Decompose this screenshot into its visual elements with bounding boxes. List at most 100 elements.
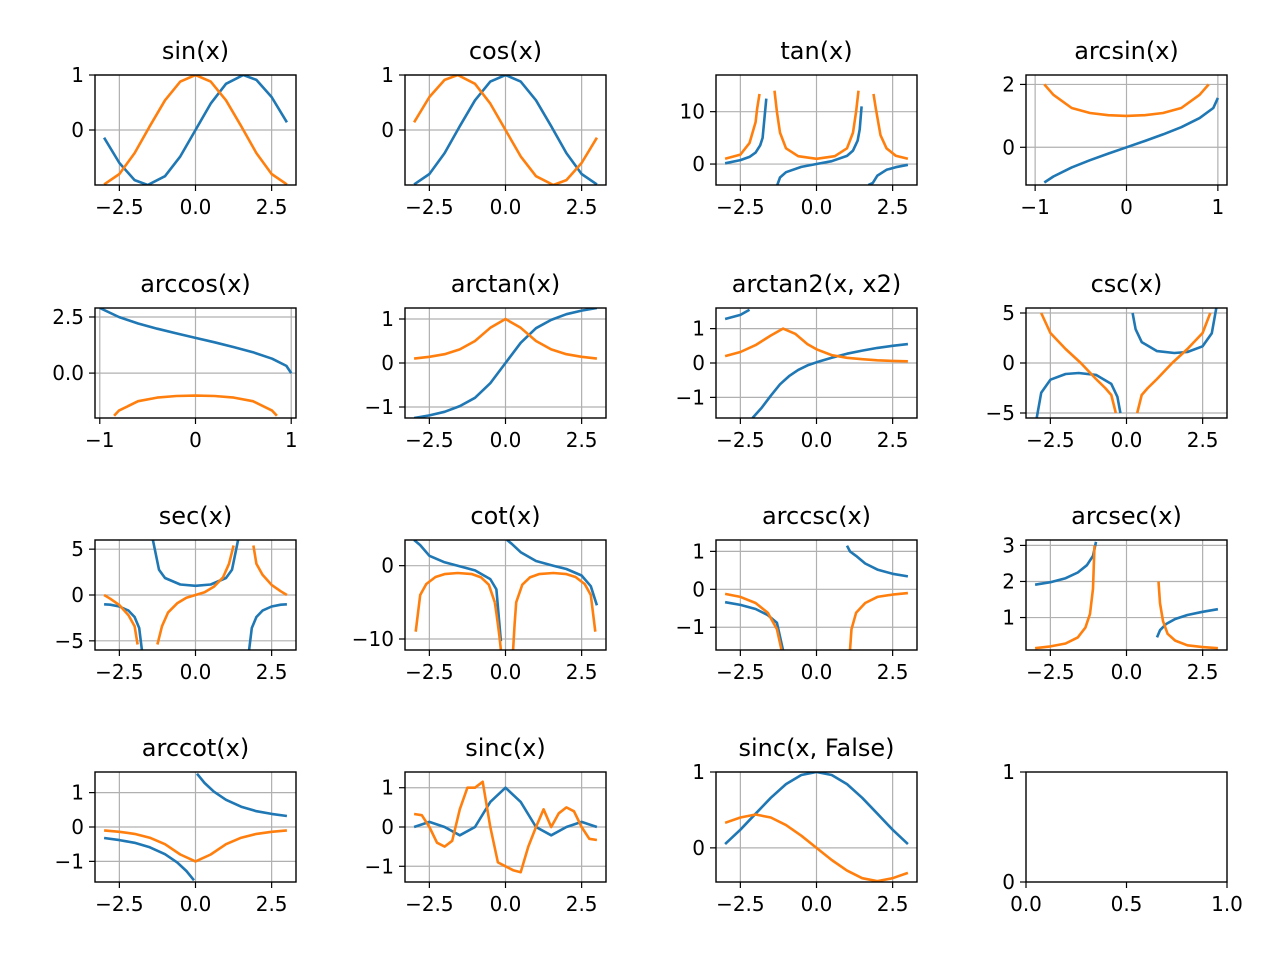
- y-tick-label: 0: [1002, 870, 1015, 894]
- y-tick-label: 5: [71, 537, 84, 561]
- series-line: [724, 308, 751, 321]
- subplot-title: sinc(x, False): [738, 734, 894, 762]
- series-line: [151, 540, 240, 588]
- series-line: [1034, 545, 1096, 650]
- x-tick-label: −2.5: [716, 195, 765, 219]
- y-tick-label: 0: [71, 118, 84, 142]
- y-tick-label: 1: [692, 760, 705, 784]
- x-tick-label: 2.5: [256, 195, 288, 219]
- y-tick-label: 0: [71, 815, 84, 839]
- series-line: [724, 600, 785, 650]
- series-line: [1043, 83, 1210, 118]
- y-tick-label: −5: [986, 401, 1015, 425]
- series-line: [848, 591, 909, 650]
- x-tick-label: −1: [85, 428, 114, 452]
- subplot-4: −1 0 1 0 2 arcsin(x): [1002, 37, 1228, 219]
- y-tick-label: 0: [692, 577, 705, 601]
- subplot-14: −2.5 0.0 2.5 −1 0 1 sinc(x): [365, 734, 607, 916]
- subplot-12: −2.5 0.0 2.5 1 2 3 arcsec(x): [1002, 502, 1228, 684]
- y-tick-label: 2.5: [52, 305, 84, 329]
- subplot-title: sinc(x): [465, 734, 546, 762]
- series-line: [99, 308, 293, 374]
- subplot-11: −2.5 0.0 2.5 −1 0 1 arccsc(x): [676, 502, 918, 684]
- subplot-6: −2.5 0.0 2.5 −1 0 1 arctan(x): [365, 270, 607, 452]
- subplot-title: cos(x): [469, 37, 542, 65]
- series-line: [413, 786, 598, 837]
- x-tick-label: 1.0: [1211, 892, 1243, 916]
- series-line: [103, 593, 139, 645]
- x-tick-label: −2.5: [1026, 428, 1075, 452]
- series-line: [156, 545, 235, 645]
- y-tick-label: 0: [1002, 135, 1015, 159]
- x-tick-label: 0: [189, 428, 202, 452]
- x-tick-label: 2.5: [566, 892, 598, 916]
- series-line: [1155, 607, 1219, 638]
- series-line: [867, 163, 909, 185]
- series-group: [102, 75, 289, 185]
- series-line: [1043, 97, 1220, 184]
- x-tick-label: 0.0: [490, 660, 522, 684]
- y-tick-label: −1: [55, 849, 84, 873]
- series-line: [1135, 312, 1212, 414]
- x-tick-label: 0.0: [1111, 428, 1143, 452]
- y-tick-label: 10: [680, 100, 705, 124]
- y-tick-label: −1: [676, 615, 705, 639]
- x-tick-label: −2.5: [405, 892, 454, 916]
- series-line: [773, 90, 860, 161]
- x-tick-label: 0.0: [180, 195, 212, 219]
- y-tick-label: −1: [676, 385, 705, 409]
- x-tick-label: 0.0: [180, 892, 212, 916]
- series-line: [1034, 541, 1098, 586]
- y-tick-label: 0: [381, 815, 394, 839]
- series-line: [1157, 581, 1218, 650]
- y-tick-label: 1: [1002, 760, 1015, 784]
- series-line: [724, 93, 761, 161]
- series-line: [413, 780, 598, 874]
- series-line: [872, 93, 909, 161]
- x-tick-label: −2.5: [95, 660, 144, 684]
- x-tick-label: −2.5: [405, 195, 454, 219]
- y-tick-label: 3: [1002, 533, 1015, 557]
- series-line: [724, 592, 783, 650]
- series-line: [247, 603, 287, 650]
- subplot-3: −2.5 0.0 2.5 0 10 tan(x): [680, 37, 918, 219]
- series-line: [104, 603, 144, 650]
- x-tick-label: 2.5: [566, 660, 598, 684]
- subplot-title: sin(x): [162, 37, 229, 65]
- series-line: [103, 75, 288, 185]
- series-group: [724, 545, 909, 650]
- x-tick-label: 0.0: [801, 892, 833, 916]
- series-line: [1131, 308, 1218, 355]
- x-tick-label: −1: [1020, 195, 1049, 219]
- series-group: [724, 772, 909, 882]
- series-line: [1040, 312, 1118, 414]
- y-tick-label: 0: [381, 554, 394, 578]
- y-tick-label: 1: [381, 307, 394, 331]
- y-tick-label: 1: [1002, 606, 1015, 630]
- series-line: [414, 571, 497, 632]
- y-tick-label: −1: [365, 395, 394, 419]
- x-tick-label: 0.0: [490, 428, 522, 452]
- y-tick-label: −1: [365, 854, 394, 878]
- x-tick-label: 0.5: [1111, 892, 1143, 916]
- series-group: [724, 308, 909, 418]
- x-tick-label: −2.5: [716, 428, 765, 452]
- x-tick-label: 2.5: [1187, 428, 1219, 452]
- subplot-title: sec(x): [159, 502, 232, 530]
- subplot-title: cot(x): [470, 502, 540, 530]
- y-tick-label: 1: [381, 776, 394, 800]
- series-group: [99, 308, 293, 417]
- x-tick-label: 2.5: [877, 428, 909, 452]
- subplot-title: csc(x): [1091, 270, 1163, 298]
- series-line: [412, 75, 599, 185]
- y-tick-label: 0: [381, 118, 394, 142]
- series-line: [195, 772, 288, 818]
- x-tick-label: 0.0: [1111, 660, 1143, 684]
- subplot-15: −2.5 0.0 2.5 0 1 sinc(x, False): [692, 734, 918, 916]
- series-line: [413, 308, 598, 418]
- x-tick-label: −2.5: [716, 660, 765, 684]
- x-tick-label: −2.5: [405, 428, 454, 452]
- x-tick-label: −2.5: [95, 195, 144, 219]
- series-line: [724, 327, 908, 363]
- y-tick-label: 2: [1002, 569, 1015, 593]
